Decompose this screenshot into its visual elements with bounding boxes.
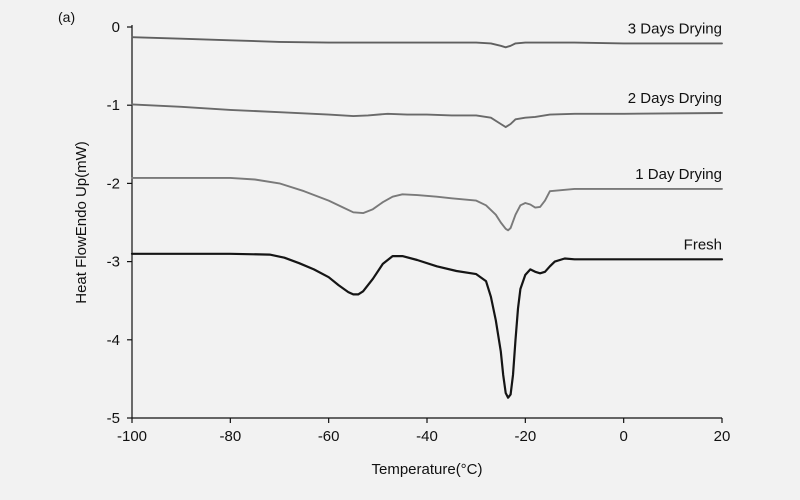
x-tick-label: -60 xyxy=(318,428,340,445)
series-line-1-day-drying xyxy=(131,176,723,232)
series-label: Fresh xyxy=(684,236,722,253)
y-ticks-group: 0 -1 -2 -3 -4 -5 xyxy=(107,19,132,427)
series-line-2-days-drying xyxy=(131,103,723,129)
x-tick-label: -100 xyxy=(117,428,147,445)
x-ticks-group: -100 -80 -60 -40 -20 0 20 xyxy=(117,418,730,445)
y-tick-label: -2 xyxy=(107,175,120,192)
y-tick-label: -4 xyxy=(107,332,120,349)
series-label: 2 Days Drying xyxy=(628,90,722,107)
x-tick-label: 20 xyxy=(714,428,731,445)
panel-label: (a) xyxy=(58,9,75,25)
y-tick-label: -1 xyxy=(107,97,120,114)
y-tick-label: -5 xyxy=(107,410,120,427)
y-tick-label: -3 xyxy=(107,254,120,271)
x-tick-label: -40 xyxy=(416,428,438,445)
x-tick-label: 0 xyxy=(619,428,627,445)
series-labels-group: 3 Days Drying 2 Days Drying 1 Day Drying Fr… xyxy=(628,20,722,253)
x-tick-label: -20 xyxy=(514,428,536,445)
y-axis-title: Heat FlowEndo Up(mW) xyxy=(73,141,90,304)
axes-group xyxy=(131,25,722,419)
series-group xyxy=(130,36,724,399)
series-label: 1 Day Drying xyxy=(635,166,722,183)
series-line-fresh xyxy=(130,252,724,399)
x-axis-title: Temperature(°C) xyxy=(371,461,482,478)
x-tick-label: -80 xyxy=(219,428,241,445)
series-line-3-days-drying xyxy=(131,36,723,49)
y-tick-label: 0 xyxy=(112,19,120,36)
series-label: 3 Days Drying xyxy=(628,20,722,37)
